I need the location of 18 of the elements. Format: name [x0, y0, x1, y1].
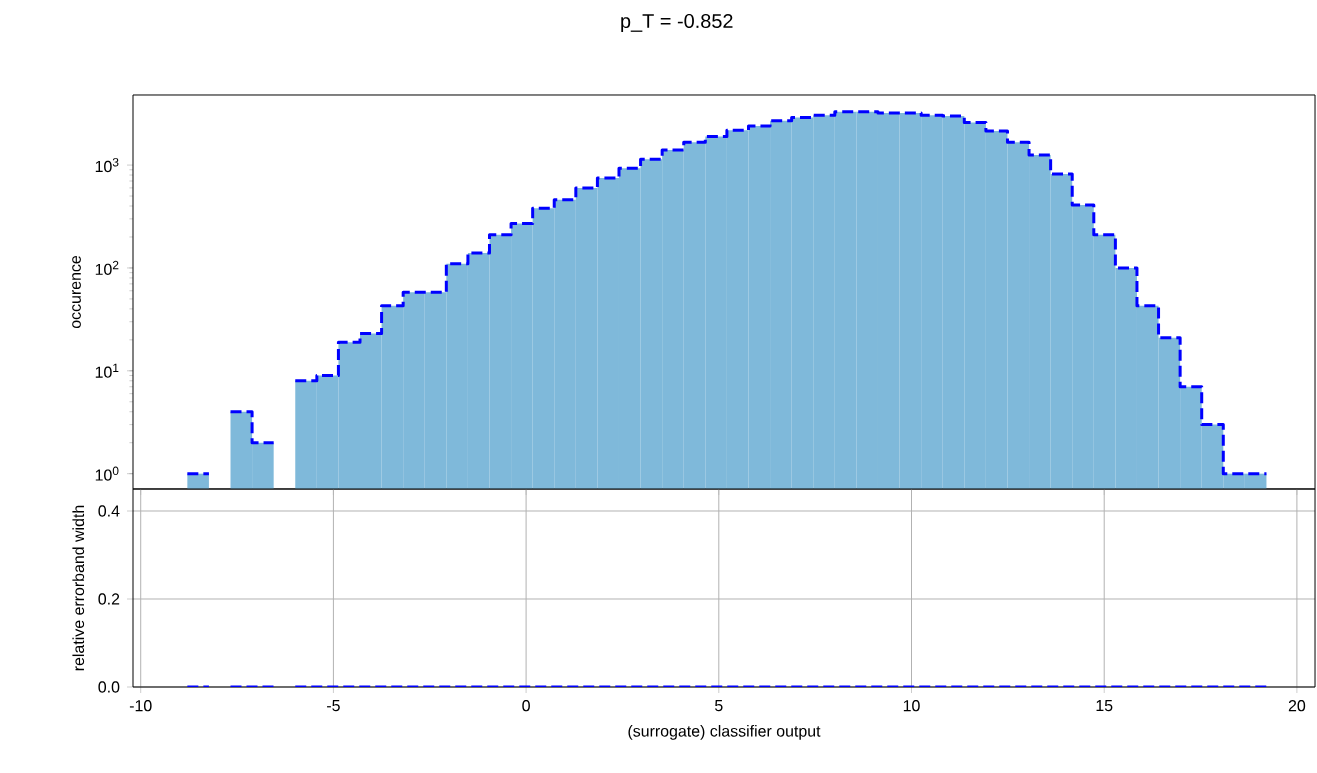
- x-tick-label: 0: [522, 700, 530, 712]
- y-axis-title: occurence: [72, 255, 81, 329]
- x-tick-label: 5: [715, 700, 723, 712]
- x-tick-label: -5: [327, 700, 340, 712]
- y-axis-title: relative errorband width: [72, 505, 85, 671]
- chart-title: p_T = -0.852: [621, 13, 733, 32]
- x-tick-label: 15: [1096, 700, 1113, 712]
- y-tick-label: 0.4: [98, 505, 120, 517]
- x-tick-label: 10: [903, 700, 920, 712]
- y-tick-label: 10$^{1}$: [95, 363, 119, 378]
- y-tick-label: 10$^{0}$: [95, 466, 119, 481]
- x-axis-title: (surrogate) classifier output: [628, 724, 821, 740]
- x-tick-label: 20: [1288, 700, 1306, 712]
- y-tick-label: 10$^{2}$: [95, 260, 119, 275]
- y-tick-label: 0.0: [98, 681, 120, 693]
- y-tick-label: 0.2: [98, 593, 120, 605]
- x-tick-label: -10: [129, 700, 152, 712]
- y-tick-label: 10$^{3}$: [95, 158, 119, 173]
